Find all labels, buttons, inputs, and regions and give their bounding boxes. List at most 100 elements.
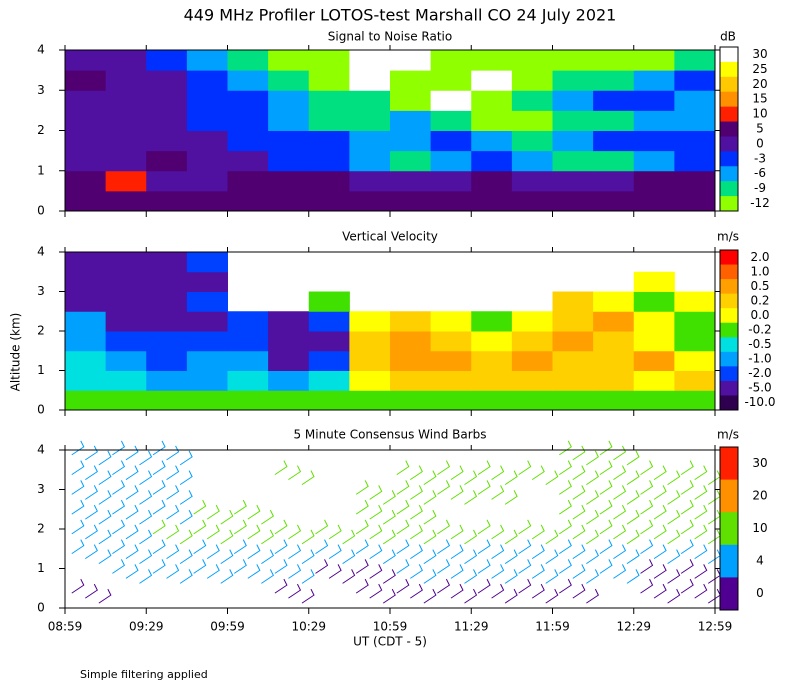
heat-cell [471, 70, 513, 91]
heat-cell [105, 252, 147, 273]
wind-barb [586, 450, 599, 466]
heat-cell [268, 370, 310, 391]
colorbar-swatch [720, 166, 738, 182]
heat-cell [146, 350, 188, 371]
heat-cell [227, 390, 269, 411]
colorbar-unit: m/s [717, 428, 739, 442]
wind-barb [437, 480, 451, 495]
colorbar-label: 30 [752, 47, 767, 61]
wind-barb [396, 578, 410, 594]
wind-barb [125, 544, 139, 560]
heat-cell [593, 331, 635, 352]
wind-barb [71, 480, 85, 495]
colorbar-swatch [720, 136, 738, 152]
wind-barb [680, 519, 694, 535]
colorbar-label: 25 [752, 62, 767, 76]
heat-cell [633, 350, 675, 371]
wind-barb [71, 440, 85, 456]
heat-cell [146, 190, 188, 212]
wind-barb [369, 524, 383, 540]
heat-cell [268, 190, 310, 212]
wind-barb [423, 569, 437, 584]
colorbar-label: -2.0 [748, 366, 771, 380]
heat-cell [633, 70, 675, 91]
wind-barb [518, 559, 532, 574]
heat-cell [227, 370, 269, 391]
heat-cell [593, 50, 635, 71]
wind-barb [491, 485, 505, 500]
wind-barb [437, 519, 451, 535]
x-tick-label: 12:29 [616, 620, 651, 634]
wind-barb [491, 465, 505, 481]
colorbar-label: 0.0 [750, 308, 769, 322]
wind-barb [504, 549, 518, 565]
heat-cell [552, 390, 594, 411]
heat-cell [146, 311, 188, 332]
wind-barb [247, 524, 261, 540]
colorbar-label: 0.5 [750, 279, 769, 293]
heat-cell [349, 110, 391, 131]
x-tick-label: 09:59 [210, 620, 245, 634]
wind-barb [396, 480, 410, 495]
wind-barb [125, 465, 139, 481]
heat-cell [390, 70, 432, 91]
wind-barb [233, 539, 247, 555]
heat-cell [674, 331, 716, 352]
wind-barb [396, 559, 410, 574]
heat-cell [593, 291, 635, 312]
wind-barb [220, 549, 234, 565]
wind-barb [369, 485, 383, 500]
heat-cell [349, 350, 391, 371]
wind-barb [653, 465, 667, 481]
heat-cell [65, 390, 107, 411]
y-tick-label: 1 [37, 561, 45, 575]
wind-barb [342, 549, 356, 565]
heat-cell [593, 170, 635, 192]
wind-barb [572, 465, 586, 481]
heat-cell [593, 311, 635, 332]
wind-barb [572, 583, 586, 599]
heat-cell [308, 110, 350, 131]
y-tick-label: 4 [37, 245, 45, 259]
heat-cell [186, 331, 228, 352]
colorbar-swatch [720, 196, 738, 212]
wind-barb [437, 578, 451, 594]
heat-cell [674, 190, 716, 212]
wind-barb [707, 509, 721, 525]
heat-cell [430, 110, 472, 131]
wind-barb [355, 480, 369, 495]
heat-cell [471, 370, 513, 391]
heat-cell [268, 311, 310, 332]
wind-barb [179, 470, 193, 486]
wind-barb [71, 519, 85, 535]
wind-barb [261, 529, 274, 545]
wind-barb [464, 588, 478, 604]
wind-barb [504, 490, 518, 505]
colorbar-swatch [720, 351, 738, 367]
heat-cell [471, 90, 513, 111]
heat-cell [430, 50, 472, 71]
heat-cell [430, 350, 472, 371]
heat-cell [593, 390, 635, 411]
heat-cell [674, 291, 716, 312]
wind-barb [369, 564, 383, 579]
heat-cell [105, 390, 147, 411]
heat-cell [349, 190, 391, 212]
heat-cell [105, 150, 147, 172]
wind-barb [139, 470, 153, 486]
wind-barb [464, 470, 478, 486]
wind-barb [464, 569, 478, 584]
heat-cell [146, 271, 188, 292]
wind-barb [112, 519, 126, 535]
panel-title: Vertical Velocity [342, 230, 438, 244]
wind-barb [301, 549, 315, 565]
x-tick-label: 10:29 [291, 620, 326, 634]
y-tick-label: 2 [37, 123, 45, 137]
heat-cell [511, 110, 553, 131]
wind-barb [707, 470, 721, 486]
wind-barb [410, 485, 423, 500]
wind-barb [572, 485, 586, 500]
wind-barb [193, 539, 207, 555]
wind-barb [653, 564, 667, 579]
